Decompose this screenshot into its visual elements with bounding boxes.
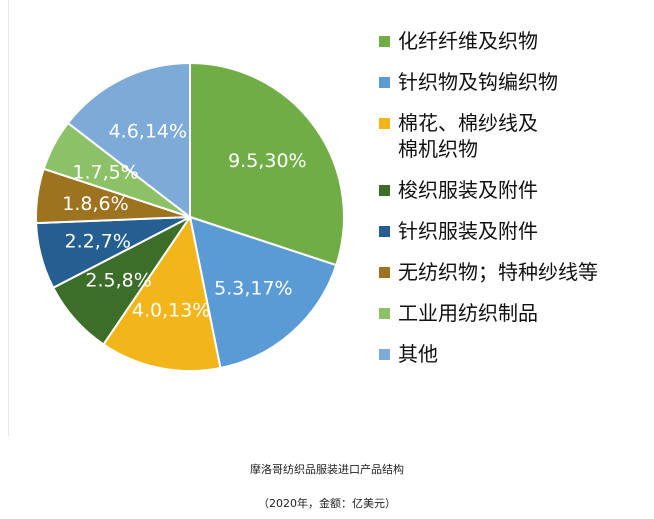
legend-swatch-3	[379, 185, 390, 196]
legend-swatch-0	[379, 36, 390, 47]
pie-slice-1	[188, 215, 338, 370]
legend-label-5: 无纺织物；特种纱线等	[398, 260, 598, 284]
legend-label-2: 棉花、棉纱线及 棉机织物	[398, 111, 538, 161]
legend-label-4: 针织服装及附件	[398, 219, 538, 243]
legend-swatch-4	[379, 226, 390, 237]
legend-item-7: 其他	[379, 341, 654, 367]
legend-item-1: 针织物及钩编织物	[379, 69, 654, 95]
pie-data-label-1: 5.3,17%	[214, 277, 293, 299]
pie-data-label-5: 1.8,6%	[62, 193, 128, 215]
chart-frame: 9.5,30% 5.3,17% 4.0,13% 2.5,8% 2.2,7% 1.8,6% 1…	[8, 0, 654, 436]
pie-slices	[35, 61, 345, 372]
pie-slice-7	[66, 61, 191, 220]
pie-chart: 9.5,30% 5.3,17%4.0,13% 2.5,8% 2.2,7% 1.8,6% 1…	[35, 61, 345, 372]
legend-swatch-7	[379, 349, 390, 360]
legend-label-6: 工业用纺织制品	[398, 301, 538, 325]
pie-slice-2	[102, 214, 222, 372]
legend-swatch-2	[379, 118, 390, 129]
legend-item-6: 工业用纺织制品	[379, 300, 654, 326]
pie-data-label-4: 2.2,7%	[64, 230, 130, 252]
legend-swatch-5	[379, 267, 390, 278]
chart-title: 摩洛哥纺织品服装进口产品结构	[250, 463, 404, 476]
legend-item-3: 梭织服装及附件	[379, 177, 654, 203]
legend-label-7: 其他	[398, 342, 438, 366]
pie-slice-0	[189, 61, 345, 267]
legend-swatch-6	[379, 308, 390, 319]
legend-label-3: 梭织服装及附件	[398, 178, 538, 202]
pie-data-label-7: 4.6,14%	[109, 120, 188, 142]
legend-label-0: 化纤纤维及织物	[398, 29, 538, 53]
legend-item-4: 针织服装及附件	[379, 218, 654, 244]
pie-data-label-3: 2.5,8%	[85, 269, 151, 291]
pie-data-label-6: 1.7,5%	[72, 161, 138, 183]
legend-item-5: 无纺织物；特种纱线等	[379, 259, 654, 285]
legend-label-1: 针织物及钩编织物	[398, 70, 558, 94]
legend-item-2: 棉花、棉纱线及 棉机织物	[379, 110, 654, 162]
legend-item-0: 化纤纤维及织物	[379, 28, 654, 54]
pie-data-labels: 9.5,30% 5.3,17%4.0,13% 2.5,8% 2.2,7% 1.8,6% 1…	[62, 120, 306, 321]
legend: 化纤纤维及织物 针织物及钩编织物棉花、棉纱线及 棉机织物梭织服装及附件 针织服装及附…	[379, 28, 654, 382]
legend-swatch-1	[379, 77, 390, 88]
chart-subtitle: （2020年，金额：亿美元）	[258, 497, 396, 510]
pie-data-label-2: 4.0,13%	[132, 300, 211, 322]
pie-data-label-0: 9.5,30%	[228, 150, 307, 172]
